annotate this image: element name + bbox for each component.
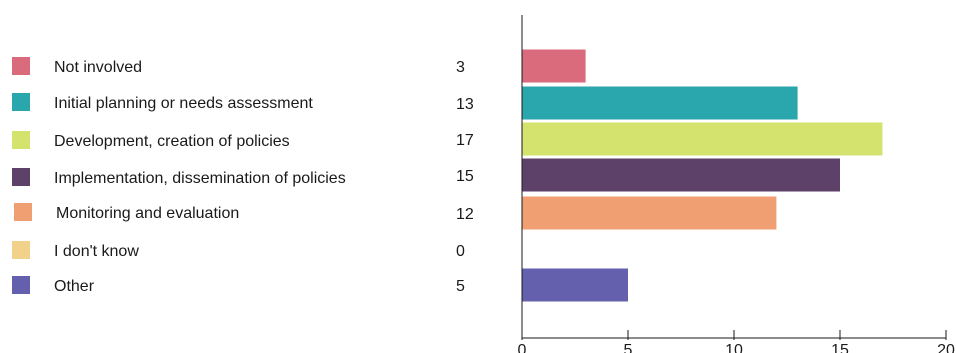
x-tick-label: 0 [518,342,527,353]
legend-label: Other [54,278,95,295]
value-label: 13 [456,96,474,113]
x-tick-label: 10 [725,342,743,353]
legend: Not involved Initial planning or needs as… [12,57,346,295]
value-label: 15 [456,168,474,185]
x-tick-label: 15 [831,342,849,353]
legend-label: I don't know [54,243,139,260]
bar [522,49,586,83]
legend-swatch [12,57,30,75]
value-label: 0 [456,243,465,260]
legend-swatch [12,241,30,259]
bar [522,86,798,120]
legend-swatch [12,276,30,294]
x-tick-label: 5 [624,342,633,353]
legend-swatch [12,168,30,186]
legend-swatch [12,131,30,149]
bar [522,268,628,302]
x-tick-label: 20 [937,342,955,353]
x-axis: 0 5 10 15 20 [518,330,955,353]
bar [522,158,840,192]
legend-label: Development, creation of policies [54,133,290,150]
bars [522,49,883,302]
bar [522,122,883,156]
value-label: 17 [456,132,474,149]
bar [522,196,777,230]
value-label: 5 [456,278,465,295]
value-label: 12 [456,206,474,223]
legend-label: Monitoring and evaluation [56,205,239,222]
legend-swatch [14,203,32,221]
legend-label: Not involved [54,59,142,76]
legend-label: Initial planning or needs assessment [54,95,313,112]
legend-label: Implementation, dissemination of policie… [54,170,346,187]
legend-swatch [12,93,30,111]
value-label: 3 [456,59,465,76]
value-labels: 3 13 17 15 12 0 5 [456,59,474,295]
